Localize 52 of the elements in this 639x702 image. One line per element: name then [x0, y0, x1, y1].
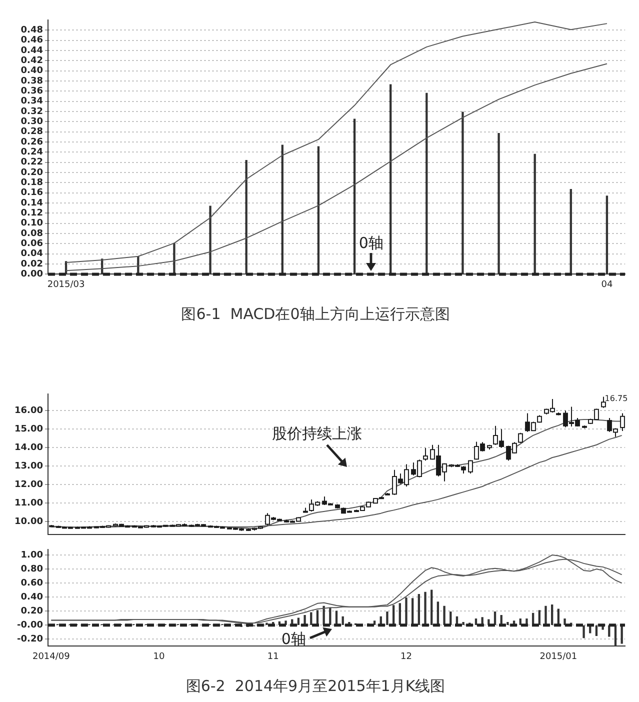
- x-tick-label: 04: [601, 280, 613, 290]
- y-tick-label: 0.10: [20, 218, 43, 229]
- y-tick-label: 0.04: [20, 249, 43, 260]
- y-tick-label: 15.00: [14, 424, 43, 434]
- y-tick-label: 0.12: [20, 208, 43, 219]
- y-tick-label: 0.46: [20, 36, 43, 46]
- y-tick-label: 0.40: [20, 66, 43, 76]
- ref-line-label: 0轴: [358, 234, 384, 252]
- y-tick-label: -0.20: [17, 634, 43, 645]
- y-tick-label: 0.36: [20, 86, 43, 97]
- y-tick-label: 0.28: [20, 127, 43, 138]
- x-tick-label: 12: [400, 652, 412, 662]
- y-tick-label: 10.00: [14, 516, 43, 527]
- y-tick-label: 0.22: [20, 158, 43, 168]
- text: 图6-2 2014年9月至2015年1月K线图: [186, 676, 446, 695]
- x-tick-label: 10: [153, 652, 165, 662]
- y-tick-label: -0.00: [17, 620, 43, 630]
- y-tick-label: 16.00: [14, 406, 43, 416]
- y-tick-label: 0.24: [20, 148, 43, 158]
- y-tick-label: 0.08: [20, 228, 43, 239]
- y-tick-label: 0.32: [20, 106, 43, 117]
- y-tick-label: 0.20: [20, 606, 43, 616]
- legend-label: 0轴: [281, 630, 306, 648]
- x-tick-label: 2014/09: [32, 652, 70, 662]
- y-tick-label: 0.44: [20, 46, 43, 56]
- x-tick-label: 2015/01: [540, 652, 578, 662]
- y-tick-label: 13.00: [14, 461, 43, 472]
- y-tick-label: 0.26: [20, 137, 43, 148]
- y-tick-label: 12.00: [14, 480, 43, 490]
- y-tick-label: 0.30: [20, 117, 43, 128]
- y-tick-label: 0.00: [20, 270, 43, 280]
- annotation: 股价持续上涨: [272, 424, 362, 443]
- y-tick-label: 14.00: [14, 442, 43, 453]
- y-tick-label: 0.48: [20, 26, 43, 36]
- y-tick-label: 0.16: [20, 188, 43, 198]
- y-tick-label: 0.34: [20, 96, 43, 107]
- y-tick-label: 0.14: [20, 198, 43, 208]
- annotation: 16.75: [604, 394, 628, 403]
- y-tick-label: 0.02: [20, 259, 43, 270]
- y-tick-label: 0.38: [20, 76, 43, 86]
- y-tick-label: 0.06: [20, 239, 43, 250]
- y-tick-label: 0.60: [20, 578, 43, 588]
- y-tick-label: 0.80: [20, 564, 43, 574]
- y-tick-label: 0.20: [20, 168, 43, 178]
- y-tick-label: 11.00: [14, 498, 43, 508]
- x-tick-label: 11: [267, 652, 279, 662]
- text: 图6-1 MACD在0轴上方向上运行示意图: [181, 304, 450, 323]
- y-tick-label: 0.40: [20, 592, 43, 602]
- y-tick-label: 0.18: [20, 178, 43, 188]
- y-tick-label: 1.00: [20, 550, 43, 560]
- y-tick-label: 0.42: [20, 56, 43, 66]
- x-tick-label: 2015/03: [47, 280, 85, 290]
